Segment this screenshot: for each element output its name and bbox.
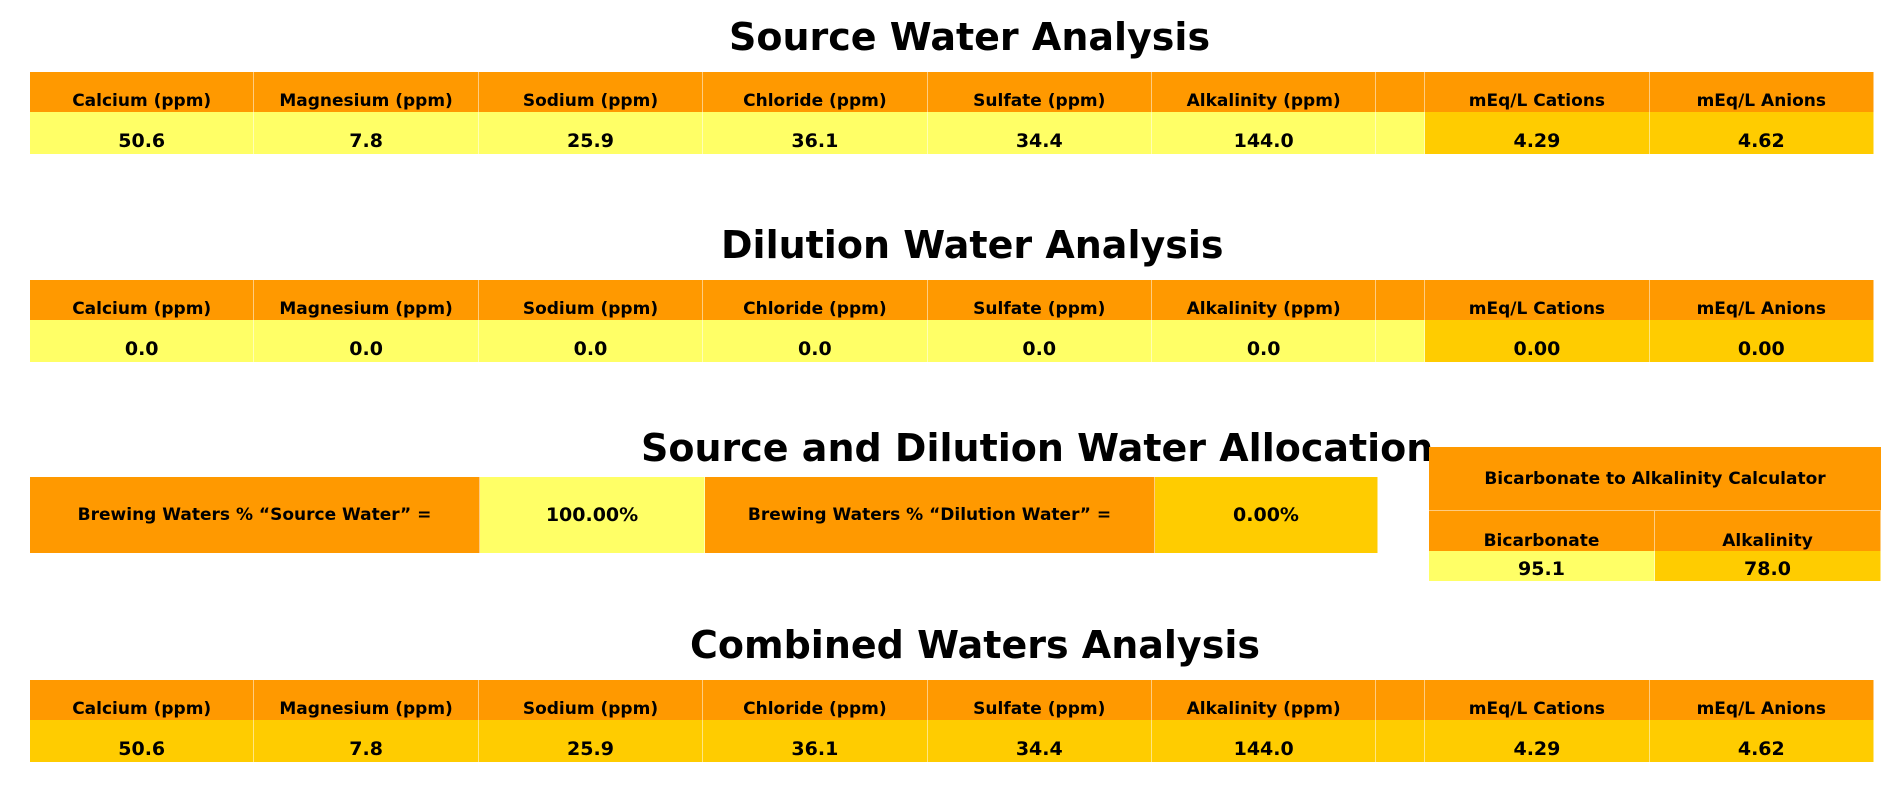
combined-header-alkalinity: Alkalinity (ppm): [1151, 680, 1377, 720]
source-chloride-input[interactable]: 36.1: [703, 112, 928, 154]
source-percent-label: Brewing Waters % “Source Water” =: [30, 477, 480, 553]
dilution-chloride-input[interactable]: 0.0: [703, 320, 928, 362]
dilution-header-cations: mEq/L Cations: [1425, 280, 1650, 320]
combined-chloride-value: 36.1: [703, 720, 928, 762]
source-cations-value: 4.29: [1425, 112, 1650, 154]
source-sulfate-input[interactable]: 34.4: [927, 112, 1152, 154]
calculator-header-bicarbonate: Bicarbonate: [1429, 511, 1655, 551]
combined-header-row: Calcium (ppm) Magnesium (ppm) Sodium (pp…: [30, 680, 1874, 720]
source-percent-input[interactable]: 100.00%: [480, 477, 705, 553]
dilution-anions-value: 0.00: [1649, 320, 1874, 362]
combined-header-sodium: Sodium (ppm): [478, 680, 704, 720]
combined-sulfate-value: 34.4: [927, 720, 1152, 762]
calculator-header-row: Bicarbonate Alkalinity: [1429, 511, 1881, 551]
dilution-sulfate-input[interactable]: 0.0: [927, 320, 1152, 362]
combined-calcium-value: 50.6: [30, 720, 255, 762]
combined-value-row: 50.6 7.8 25.9 36.1 34.4 144.0 4.29 4.62: [30, 720, 1874, 762]
combined-header-calcium: Calcium (ppm): [30, 680, 255, 720]
dilution-spacer-cell: [1376, 320, 1426, 362]
dilution-header-row: Calcium (ppm) Magnesium (ppm) Sodium (pp…: [30, 280, 1874, 320]
source-header-row: Calcium (ppm) Magnesium (ppm) Sodium (pp…: [30, 72, 1874, 112]
dilution-header-anions: mEq/L Anions: [1649, 280, 1874, 320]
combined-water-title: Combined Waters Analysis: [690, 623, 1260, 667]
dilution-cations-value: 0.00: [1425, 320, 1650, 362]
combined-alkalinity-value: 144.0: [1151, 720, 1377, 762]
calculator-value-row: 95.1 78.0: [1429, 551, 1881, 581]
dilution-percent-value: 0.00%: [1155, 477, 1378, 553]
combined-header-anions: mEq/L Anions: [1649, 680, 1874, 720]
bicarbonate-input[interactable]: 95.1: [1429, 551, 1655, 581]
alkalinity-result: 78.0: [1655, 551, 1881, 581]
source-header-alkalinity: Alkalinity (ppm): [1151, 72, 1377, 112]
source-header-chloride: Chloride (ppm): [703, 72, 928, 112]
source-sodium-input[interactable]: 25.9: [478, 112, 704, 154]
dilution-header-sodium: Sodium (ppm): [478, 280, 704, 320]
dilution-header-alkalinity: Alkalinity (ppm): [1151, 280, 1377, 320]
combined-sodium-value: 25.9: [478, 720, 704, 762]
dilution-calcium-input[interactable]: 0.0: [30, 320, 255, 362]
source-header-sulfate: Sulfate (ppm): [927, 72, 1152, 112]
source-alkalinity-input[interactable]: 144.0: [1151, 112, 1377, 154]
source-header-sodium: Sodium (ppm): [478, 72, 704, 112]
dilution-header-spacer: [1376, 280, 1426, 320]
combined-header-cations: mEq/L Cations: [1425, 680, 1650, 720]
source-anions-value: 4.62: [1649, 112, 1874, 154]
dilution-value-row: 0.0 0.0 0.0 0.0 0.0 0.0 0.00 0.00: [30, 320, 1874, 362]
dilution-alkalinity-input[interactable]: 0.0: [1151, 320, 1377, 362]
combined-header-chloride: Chloride (ppm): [703, 680, 928, 720]
dilution-percent-label: Brewing Waters % “Dilution Water” =: [705, 477, 1155, 553]
dilution-water-title: Dilution Water Analysis: [721, 223, 1224, 267]
source-header-calcium: Calcium (ppm): [30, 72, 255, 112]
dilution-header-magnesium: Magnesium (ppm): [254, 280, 479, 320]
calculator-title: Bicarbonate to Alkalinity Calculator: [1429, 447, 1881, 511]
combined-header-spacer: [1376, 680, 1426, 720]
source-spacer-cell: [1376, 112, 1426, 154]
combined-spacer-cell: [1376, 720, 1426, 762]
source-header-cations: mEq/L Cations: [1425, 72, 1650, 112]
source-header-anions: mEq/L Anions: [1649, 72, 1874, 112]
combined-cations-value: 4.29: [1425, 720, 1650, 762]
dilution-magnesium-input[interactable]: 0.0: [254, 320, 479, 362]
combined-anions-value: 4.62: [1649, 720, 1874, 762]
combined-magnesium-value: 7.8: [254, 720, 479, 762]
allocation-row: Brewing Waters % “Source Water” = 100.00…: [30, 477, 1378, 553]
dilution-sodium-input[interactable]: 0.0: [478, 320, 704, 362]
source-calcium-input[interactable]: 50.6: [30, 112, 255, 154]
dilution-header-calcium: Calcium (ppm): [30, 280, 255, 320]
source-header-spacer: [1376, 72, 1426, 112]
source-value-row: 50.6 7.8 25.9 36.1 34.4 144.0 4.29 4.62: [30, 112, 1874, 154]
source-header-magnesium: Magnesium (ppm): [254, 72, 479, 112]
dilution-header-chloride: Chloride (ppm): [703, 280, 928, 320]
combined-header-sulfate: Sulfate (ppm): [927, 680, 1152, 720]
combined-header-magnesium: Magnesium (ppm): [254, 680, 479, 720]
bicarbonate-calculator: Bicarbonate to Alkalinity Calculator Bic…: [1429, 447, 1881, 581]
source-magnesium-input[interactable]: 7.8: [254, 112, 479, 154]
dilution-header-sulfate: Sulfate (ppm): [927, 280, 1152, 320]
allocation-title: Source and Dilution Water Allocation: [641, 426, 1434, 470]
source-water-title: Source Water Analysis: [729, 15, 1211, 59]
calculator-header-alkalinity: Alkalinity: [1655, 511, 1881, 551]
